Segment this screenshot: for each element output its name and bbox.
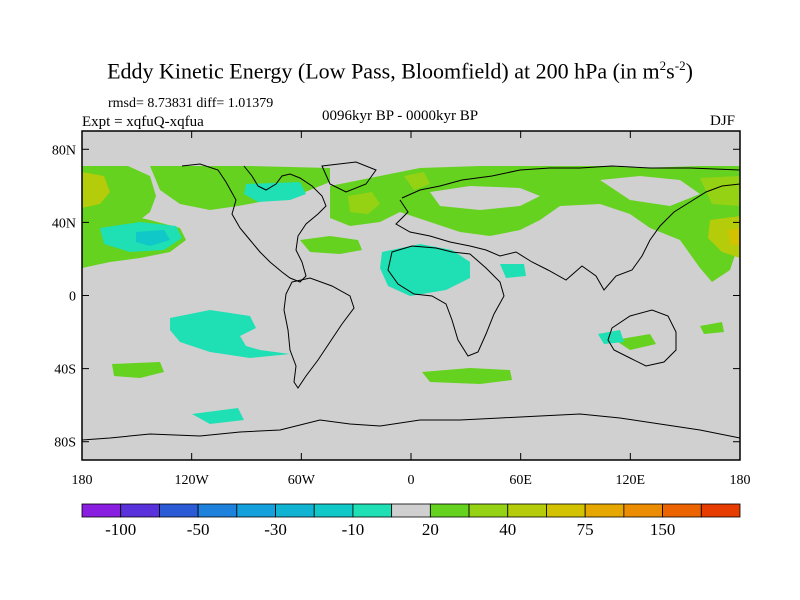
coastline-antarctica	[82, 413, 740, 441]
colorbar-label: -10	[342, 520, 365, 539]
colorbar-label: -30	[264, 520, 287, 539]
colorbar-swatch	[313, 503, 354, 518]
lon-tick-label: 0	[408, 473, 415, 488]
positive-anomaly-south-atlantic	[422, 368, 512, 384]
very-strong-positive-far-east	[728, 228, 740, 246]
colorbar-label: 40	[499, 520, 516, 539]
colorbar-swatch	[584, 503, 625, 518]
strong-positive-siberia	[700, 176, 740, 206]
lat-tick-label: 0	[69, 290, 76, 305]
strong-positive-pacific	[82, 172, 110, 208]
positive-anomaly-south-indian	[112, 362, 164, 378]
negative-anomaly-south-pacific	[170, 310, 290, 358]
colorbar-swatch	[662, 503, 702, 518]
period-label: 0096kyr BP - 0000kyr BP	[322, 108, 479, 124]
colorbar-swatch	[120, 503, 160, 518]
colorbar-swatch	[468, 503, 509, 518]
colorbar-swatch	[236, 503, 276, 518]
plot-title: Eddy Kinetic Energy (Low Pass, Bloomfiel…	[107, 58, 693, 84]
lat-tick-label: 40N	[52, 216, 76, 231]
coastline-north-america	[181, 163, 327, 283]
positive-anomaly-southwest-pacific	[615, 334, 656, 350]
lon-tick-label: 60W	[288, 473, 316, 488]
lon-tick-label: 180	[730, 473, 751, 488]
anomaly-fill	[82, 166, 740, 424]
colorbar-swatch	[159, 503, 199, 518]
colorbar-swatch	[275, 503, 315, 518]
colorbar-swatch	[507, 503, 547, 518]
lon-tick-label: 120W	[175, 473, 210, 488]
colorbar-label: -100	[105, 520, 136, 539]
coastline-africa	[387, 245, 505, 357]
positive-anomaly-southeast-pacific	[700, 322, 724, 334]
coastline-south-america	[283, 277, 355, 389]
strong-positive-far-east	[708, 216, 740, 258]
map-axes: 80N 40N 0 40S 80S 180 120W 60W 0 60E 120E 180	[52, 131, 751, 488]
lat-tick-label: 80N	[52, 143, 76, 158]
colorbar-swatch	[623, 503, 663, 518]
colorbar-swatch	[429, 503, 470, 518]
lon-tick-label: 120E	[616, 473, 646, 488]
coastline-greenland	[321, 161, 377, 193]
colorbar: -100 -50 -30 -10 20 40 75 150	[81, 503, 741, 539]
negative-anomaly-arabia	[500, 264, 526, 278]
negative-anomaly-south-indian	[598, 330, 624, 344]
stats-label: rmsd= 8.73831 diff= 1.01379	[108, 96, 274, 111]
colorbar-label: 20	[422, 520, 439, 539]
coastlines	[82, 161, 740, 441]
experiment-label: Expt = xqfuQ-xqfua	[82, 114, 204, 130]
colorbar-swatch	[352, 503, 393, 518]
colorbar-swatch	[700, 503, 741, 518]
coastline-australia	[607, 309, 677, 367]
coastline-eurasia	[395, 165, 740, 291]
colorbar-label: 75	[577, 520, 594, 539]
lat-tick-label: 80S	[54, 436, 76, 451]
lon-tick-label: 60E	[509, 473, 532, 488]
positive-anomaly-north-america	[150, 166, 330, 210]
colorbar-swatch	[197, 503, 238, 518]
colorbar-swatch	[81, 503, 122, 518]
strong-positive-europe	[404, 172, 430, 190]
colorbar-label: 150	[650, 520, 676, 539]
colorbar-label: -50	[187, 520, 210, 539]
strong-positive-north-atlantic	[348, 192, 380, 214]
lon-tick-label: 180	[72, 473, 93, 488]
negative-anomaly-north-africa	[380, 244, 470, 296]
negative-anomaly-southern-ocean	[192, 408, 244, 424]
colorbar-swatch	[391, 503, 431, 518]
positive-anomaly-atlantic	[300, 236, 362, 254]
lat-tick-label: 40S	[54, 363, 76, 378]
season-label: DJF	[710, 113, 736, 129]
colorbar-swatch	[546, 503, 586, 518]
strong-negative-east-pacific	[136, 230, 170, 246]
